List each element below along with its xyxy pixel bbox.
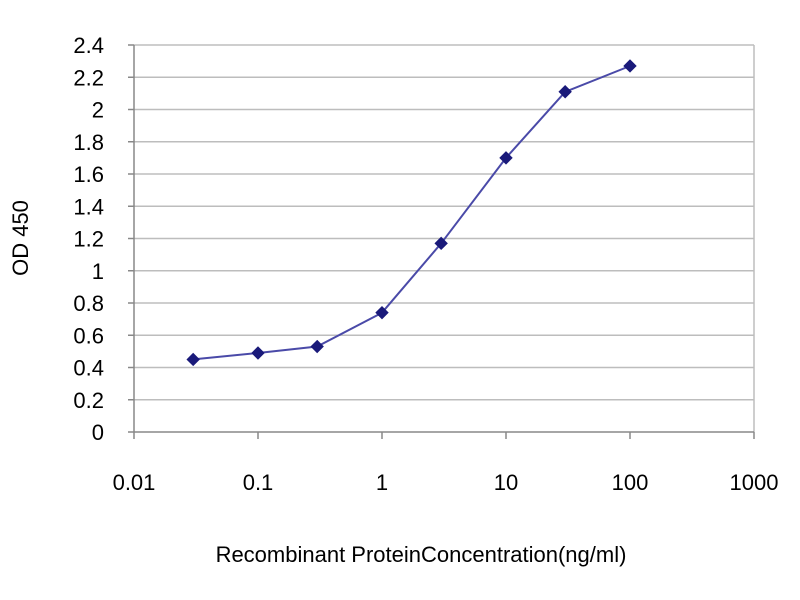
y-tick-label: 2.2	[73, 65, 104, 90]
x-tick-label: 100	[612, 470, 649, 495]
y-tick-label: 1.4	[73, 194, 104, 219]
y-tick-label: 0.4	[73, 356, 104, 381]
axes	[128, 44, 755, 439]
y-tick-label: 1.6	[73, 162, 104, 187]
data-series	[186, 59, 637, 367]
y-tick-label: 1.2	[73, 227, 104, 252]
data-point-marker	[434, 236, 448, 251]
y-tick-label: 2	[92, 98, 104, 123]
series-line	[193, 65, 631, 361]
y-tick-label: 0.8	[73, 291, 104, 316]
data-point-marker	[310, 339, 324, 354]
y-tick-label: 2.4	[73, 33, 104, 58]
x-tick-label: 0.1	[243, 470, 274, 495]
x-tick-label: 10	[494, 470, 518, 495]
x-tick-labels: 0.01 0.1 1 10 100 1000	[113, 470, 779, 495]
x-tick-label: 0.01	[113, 470, 156, 495]
grid-lines	[134, 44, 754, 401]
x-axis-title: Recombinant ProteinConcentration(ng/ml)	[216, 542, 627, 567]
x-tick-label: 1	[376, 470, 388, 495]
x-tick-label: 1000	[730, 470, 779, 495]
data-point-marker	[186, 352, 200, 367]
y-tick-label: 0.6	[73, 323, 104, 348]
y-axis-title: OD 450	[8, 200, 33, 276]
data-point-marker	[375, 305, 389, 320]
data-point-marker	[558, 85, 572, 99]
y-tick-labels: 0 0.2 0.4 0.6 0.8 1 1.2 1.4 1.6 1.8 2 2.2 2.4	[73, 33, 104, 445]
y-tick-label: 1	[92, 259, 104, 284]
y-tick-label: 0	[92, 420, 104, 445]
data-point-marker	[623, 59, 637, 73]
y-tick-label: 1.8	[73, 130, 104, 155]
data-point-marker	[499, 151, 513, 165]
data-point-marker	[251, 346, 265, 360]
y-tick-label: 0.2	[73, 388, 104, 413]
